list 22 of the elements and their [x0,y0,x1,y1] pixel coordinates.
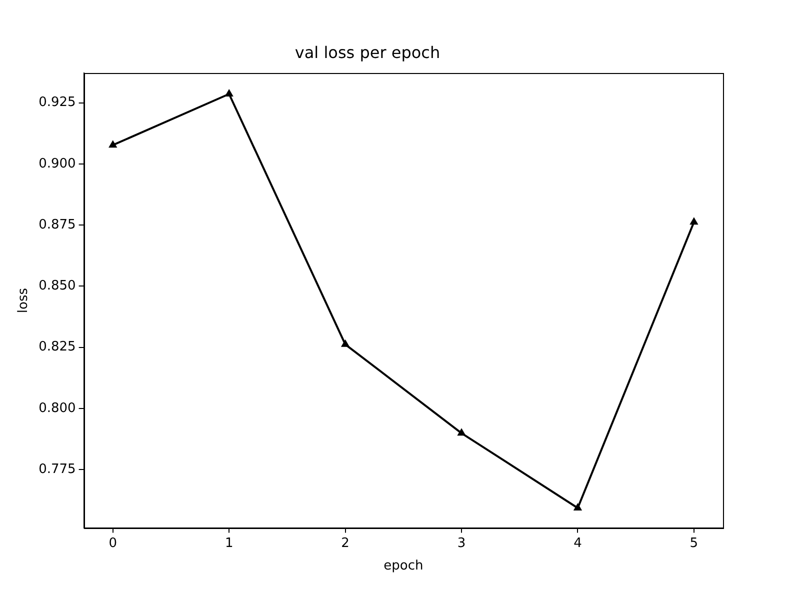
y-tick-label: 0.825 [38,340,76,355]
x-tick-label: 0 [108,536,118,551]
y-tick-label: 0.900 [38,156,76,172]
y-axis-title: loss [16,288,32,314]
y-tick-label: 0.875 [38,217,76,232]
x-tick-label: 3 [457,536,466,551]
x-tick-label: 2 [341,536,350,551]
chart-title: val loss per epoch [294,42,440,62]
point [340,339,350,347]
point [573,502,582,510]
y-tick-label: 0.925 [38,95,76,110]
x-tick-label: 5 [690,536,698,551]
point [457,428,466,436]
point [108,140,118,148]
x-tick-label: 4 [574,536,582,551]
y-tick-label: 0.800 [38,400,76,416]
point [690,217,698,225]
x-axis-title: epoch [384,558,424,574]
y-tick-label: 0.775 [38,462,76,477]
y-tick-label: 0.850 [38,278,76,294]
point [224,88,234,96]
x-tick-label: 1 [224,536,234,551]
